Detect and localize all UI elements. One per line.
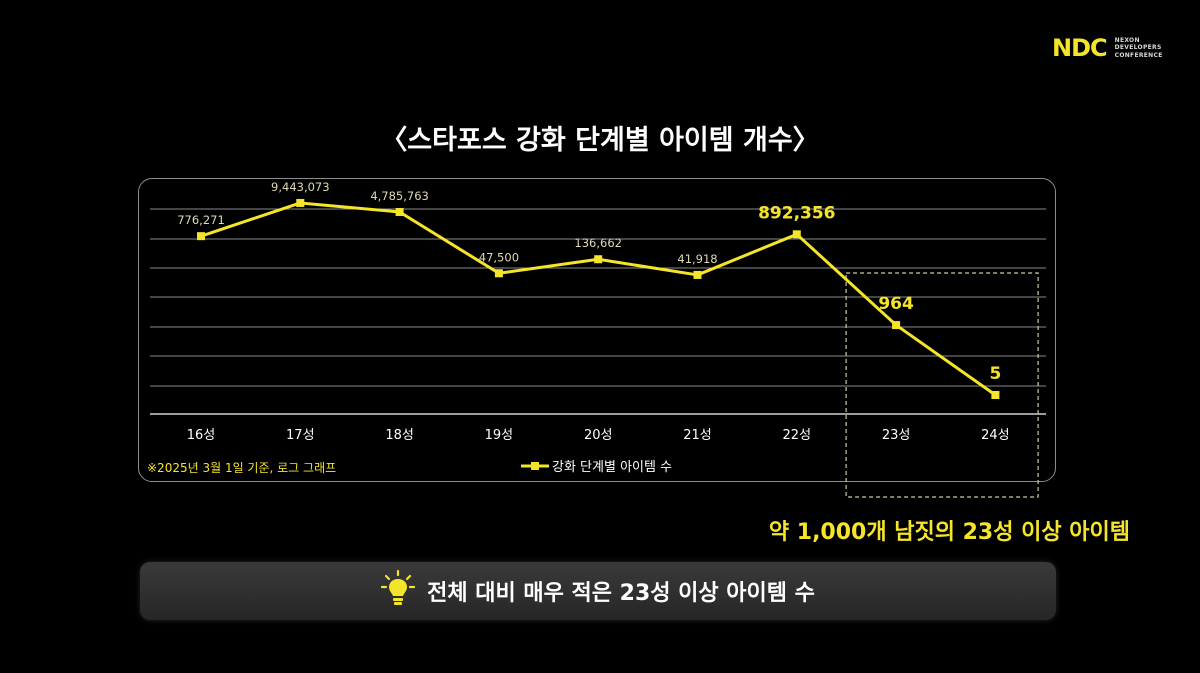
x-tick-label-24성: 24성 [981, 428, 1010, 443]
data-point-16성 [197, 232, 205, 241]
x-tick-label-22성: 22성 [783, 428, 812, 443]
legend-marker [531, 462, 539, 470]
legend-label: 강화 단계별 아이템 수 [552, 460, 672, 475]
data-point-22성 [792, 230, 801, 239]
x-tick-label-16성: 16성 [187, 428, 216, 443]
data-label-18성: 4,785,763 [370, 189, 429, 203]
x-tick-label-23성: 23성 [882, 428, 911, 443]
x-tick-label-17성: 17성 [286, 428, 315, 443]
data-label-23성: 964 [878, 294, 914, 314]
summary-banner: 전체 대비 매우 적은 23성 이상 아이템 수 [140, 562, 1056, 620]
callout-text: 약 1,000개 남짓의 23성 이상 아이템 [768, 520, 1130, 545]
x-tick-label-18성: 18성 [385, 428, 414, 443]
ndc-logo-text: NEXON DEVELOPERS CONFERENCE [1115, 37, 1163, 60]
ndc-logo-mark: NDC [1052, 34, 1108, 62]
data-label-24성: 5 [989, 364, 1001, 384]
ndc-logo: NDC NEXON DEVELOPERS CONFERENCE [1052, 34, 1163, 62]
data-point-20성 [594, 255, 603, 264]
chart-footnote: ※2025년 3월 1일 기준, 로그 그래프 [147, 461, 336, 475]
data-point-21성 [693, 270, 702, 279]
logo-line-1: NEXON [1114, 36, 1140, 44]
chart-frame [138, 178, 1056, 482]
data-point-19성 [494, 269, 503, 278]
data-point-17성 [296, 198, 305, 207]
data-point-23성 [892, 321, 901, 330]
data-label-16성: 776,271 [177, 213, 225, 227]
logo-line-2: DEVELOPERS [1114, 44, 1162, 52]
x-tick-label-20성: 20성 [584, 428, 613, 443]
data-point-24성 [991, 391, 1000, 400]
x-tick-label-19성: 19성 [485, 428, 514, 443]
lightbulb-icon [380, 569, 416, 613]
banner-text: 전체 대비 매우 적은 23성 이상 아이템 수 [427, 581, 815, 606]
data-label-21성: 41,918 [677, 252, 717, 266]
highlight-box [845, 272, 1039, 498]
x-tick-label-21성: 21성 [683, 428, 712, 443]
data-label-22성: 892,356 [758, 203, 835, 223]
logo-line-3: CONFERENCE [1114, 51, 1163, 59]
series-line [200, 201, 997, 397]
slide-title: 〈스타포스 강화 단계별 아이템 개수〉 [380, 125, 820, 156]
data-label-17성: 9,443,073 [271, 180, 330, 194]
data-label-20성: 136,662 [574, 236, 622, 250]
data-point-18성 [395, 207, 404, 216]
data-label-19성: 47,500 [479, 250, 519, 264]
